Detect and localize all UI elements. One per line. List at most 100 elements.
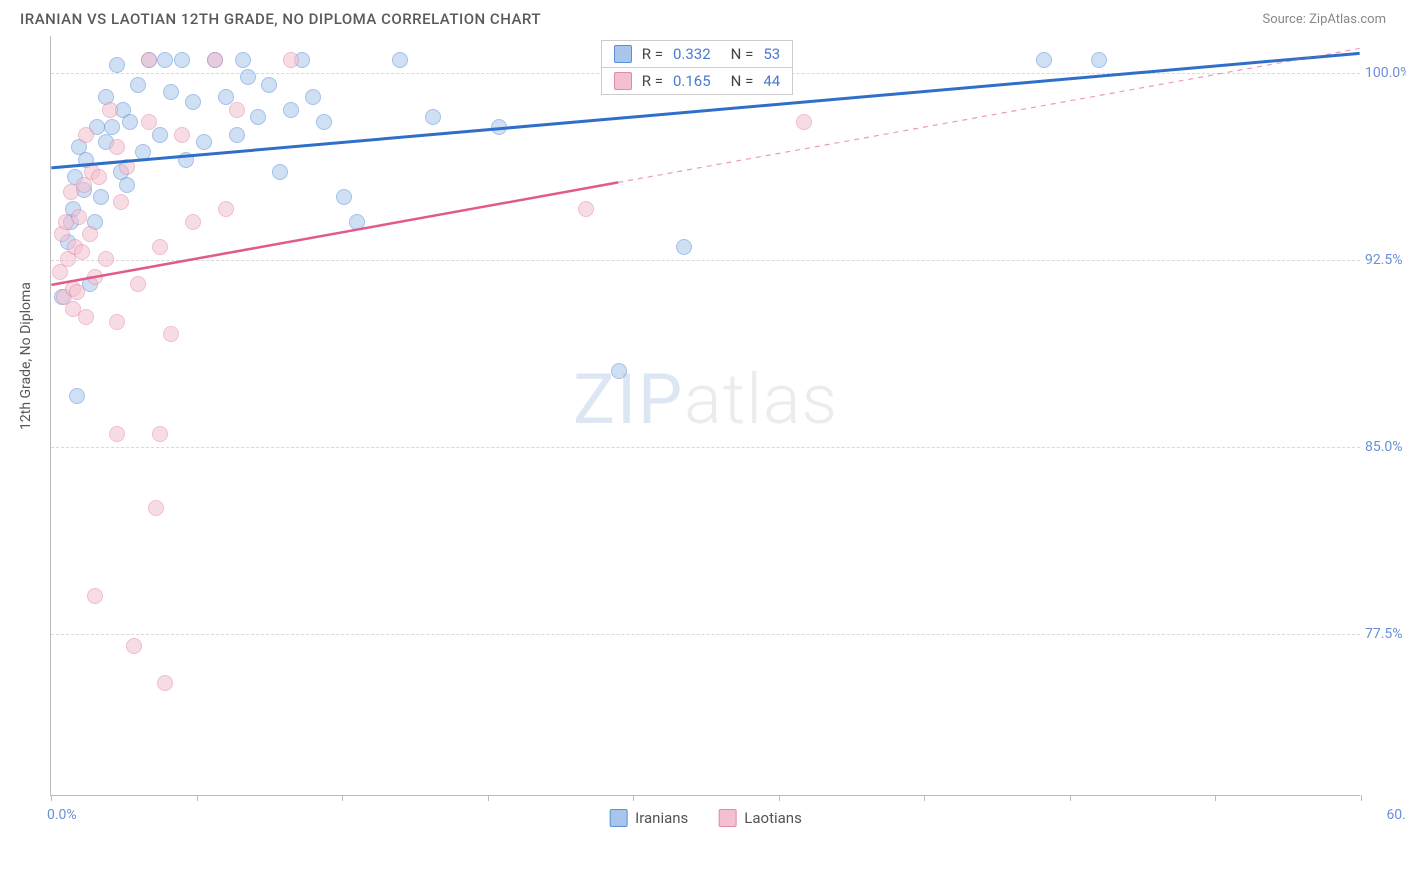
scatter-point: [336, 189, 352, 205]
scatter-point: [272, 164, 288, 180]
scatter-point: [283, 52, 299, 68]
scatter-point: [185, 94, 201, 110]
scatter-point: [152, 127, 168, 143]
scatter-point: [163, 326, 179, 342]
series-legend: Iranians Laotians: [609, 809, 802, 827]
legend-item: Laotians: [718, 809, 802, 827]
x-tick: [1215, 795, 1216, 801]
legend-label: Laotians: [744, 809, 802, 827]
scatter-point: [87, 269, 103, 285]
scatter-point: [69, 388, 85, 404]
watermark-zip: ZIP: [573, 359, 684, 441]
x-tick: [924, 795, 925, 801]
y-tick-label: 92.5%: [1365, 252, 1406, 268]
scatter-point: [152, 239, 168, 255]
source-label: Source: ZipAtlas.com: [1262, 12, 1386, 27]
scatter-point: [109, 57, 125, 73]
scatter-point: [109, 314, 125, 330]
scatter-point: [796, 114, 812, 130]
scatter-point: [676, 239, 692, 255]
legend-swatch: [718, 809, 736, 827]
scatter-point: [130, 276, 146, 292]
scatter-point: [74, 244, 90, 260]
scatter-point: [152, 426, 168, 442]
scatter-point: [69, 284, 85, 300]
scatter-point: [425, 109, 441, 125]
watermark-atlas: atlas: [684, 359, 838, 441]
x-tick: [1361, 795, 1362, 801]
scatter-point: [250, 109, 266, 125]
x-axis-min-label: 0.0%: [47, 807, 77, 823]
scatter-point: [240, 69, 256, 85]
x-tick: [197, 795, 198, 801]
legend-item: Iranians: [609, 809, 688, 827]
correlation-legend: R = 0.332N = 53R = 0.165N = 44: [601, 40, 793, 95]
scatter-point: [102, 102, 118, 118]
plot-region: ZIPatlas R = 0.332N = 53R = 0.165N = 44 …: [50, 36, 1360, 796]
gridline: [51, 260, 1360, 261]
scatter-point: [305, 89, 321, 105]
x-tick: [488, 795, 489, 801]
scatter-point: [157, 52, 173, 68]
x-tick: [779, 795, 780, 801]
legend-stat-row: R = 0.332N = 53: [602, 41, 792, 68]
x-axis-max-label: 60.0%: [1386, 807, 1406, 823]
y-tick-label: 85.0%: [1365, 439, 1406, 455]
scatter-point: [229, 127, 245, 143]
y-axis-label: 12th Grade, No Diploma: [18, 282, 34, 430]
chart-area: ZIPatlas R = 0.332N = 53R = 0.165N = 44 …: [50, 36, 1386, 796]
scatter-point: [178, 152, 194, 168]
scatter-point: [135, 144, 151, 160]
y-tick-label: 100.0%: [1365, 65, 1406, 81]
chart-title: IRANIAN VS LAOTIAN 12TH GRADE, NO DIPLOM…: [20, 10, 541, 28]
scatter-point: [109, 139, 125, 155]
scatter-point: [141, 114, 157, 130]
scatter-point: [1091, 52, 1107, 68]
scatter-point: [611, 363, 627, 379]
scatter-point: [349, 214, 365, 230]
scatter-point: [119, 159, 135, 175]
y-tick-label: 77.5%: [1365, 626, 1406, 642]
scatter-point: [235, 52, 251, 68]
legend-stat-row: R = 0.165N = 44: [602, 68, 792, 94]
scatter-point: [491, 119, 507, 135]
scatter-point: [113, 194, 129, 210]
legend-n-label: N =: [731, 45, 754, 63]
scatter-point: [98, 251, 114, 267]
scatter-point: [126, 638, 142, 654]
legend-n-value: 44: [763, 72, 780, 90]
scatter-point: [71, 209, 87, 225]
x-tick: [342, 795, 343, 801]
scatter-point: [174, 52, 190, 68]
scatter-point: [174, 127, 190, 143]
scatter-point: [196, 134, 212, 150]
scatter-point: [261, 77, 277, 93]
chart-header: IRANIAN VS LAOTIAN 12TH GRADE, NO DIPLOM…: [0, 0, 1406, 36]
scatter-point: [78, 127, 94, 143]
legend-r-label: R =: [642, 45, 663, 63]
trendlines-svg: [51, 36, 1360, 795]
legend-r-label: R =: [642, 72, 663, 90]
legend-r-value: 0.165: [673, 72, 711, 90]
scatter-point: [218, 201, 234, 217]
scatter-point: [578, 201, 594, 217]
scatter-point: [207, 52, 223, 68]
x-tick: [51, 795, 52, 801]
legend-swatch: [614, 72, 632, 90]
scatter-point: [130, 77, 146, 93]
gridline: [51, 634, 1360, 635]
scatter-point: [148, 500, 164, 516]
scatter-point: [392, 52, 408, 68]
scatter-point: [163, 84, 179, 100]
scatter-point: [229, 102, 245, 118]
scatter-point: [119, 177, 135, 193]
legend-swatch: [614, 45, 632, 63]
scatter-point: [122, 114, 138, 130]
scatter-point: [93, 189, 109, 205]
scatter-point: [91, 169, 107, 185]
scatter-point: [185, 214, 201, 230]
scatter-point: [316, 114, 332, 130]
scatter-point: [109, 426, 125, 442]
scatter-point: [87, 588, 103, 604]
scatter-point: [104, 119, 120, 135]
